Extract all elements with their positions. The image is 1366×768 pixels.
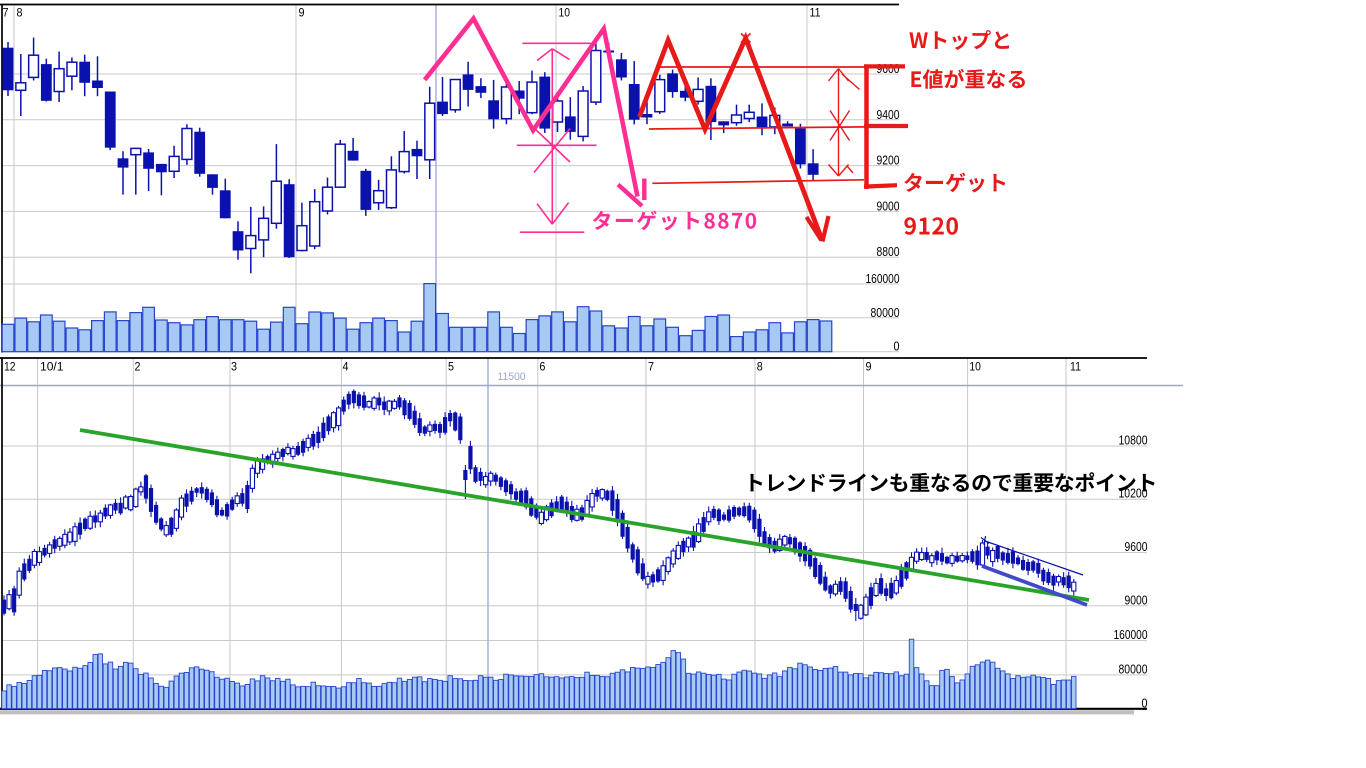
svg-text:5: 5 (448, 360, 454, 374)
svg-text:80000: 80000 (871, 306, 900, 320)
svg-text:11500: 11500 (498, 371, 526, 383)
svg-text:2: 2 (135, 360, 141, 374)
svg-text:0: 0 (894, 340, 900, 354)
svg-text:11: 11 (1070, 360, 1081, 374)
svg-text:11: 11 (810, 5, 821, 19)
svg-text:10/1: 10/1 (40, 360, 64, 374)
svg-text:9000: 9000 (877, 199, 900, 213)
svg-text:9: 9 (299, 5, 305, 19)
svg-text:10: 10 (969, 360, 981, 374)
svg-text:4: 4 (343, 360, 349, 374)
svg-text:9: 9 (866, 360, 872, 374)
svg-text:80000: 80000 (1119, 662, 1148, 676)
svg-text:9000: 9000 (1125, 593, 1148, 607)
svg-text:12: 12 (4, 360, 16, 374)
svg-text:10: 10 (559, 5, 571, 19)
svg-text:3: 3 (231, 360, 237, 374)
svg-text:0: 0 (1142, 697, 1148, 711)
svg-text:160000: 160000 (1114, 628, 1148, 642)
svg-text:160000: 160000 (866, 272, 900, 286)
svg-text:9600: 9600 (877, 62, 900, 76)
svg-text:10800: 10800 (1119, 434, 1148, 448)
svg-text:8800: 8800 (877, 245, 900, 259)
svg-text:8: 8 (757, 360, 763, 374)
svg-text:9200: 9200 (877, 154, 900, 168)
svg-text:9600: 9600 (1125, 540, 1148, 554)
svg-text:7: 7 (648, 360, 654, 374)
svg-text:10200: 10200 (1119, 487, 1148, 501)
svg-text:8: 8 (17, 5, 23, 19)
svg-text:6: 6 (539, 360, 545, 374)
svg-text:7: 7 (3, 5, 9, 19)
svg-text:9400: 9400 (877, 108, 900, 122)
